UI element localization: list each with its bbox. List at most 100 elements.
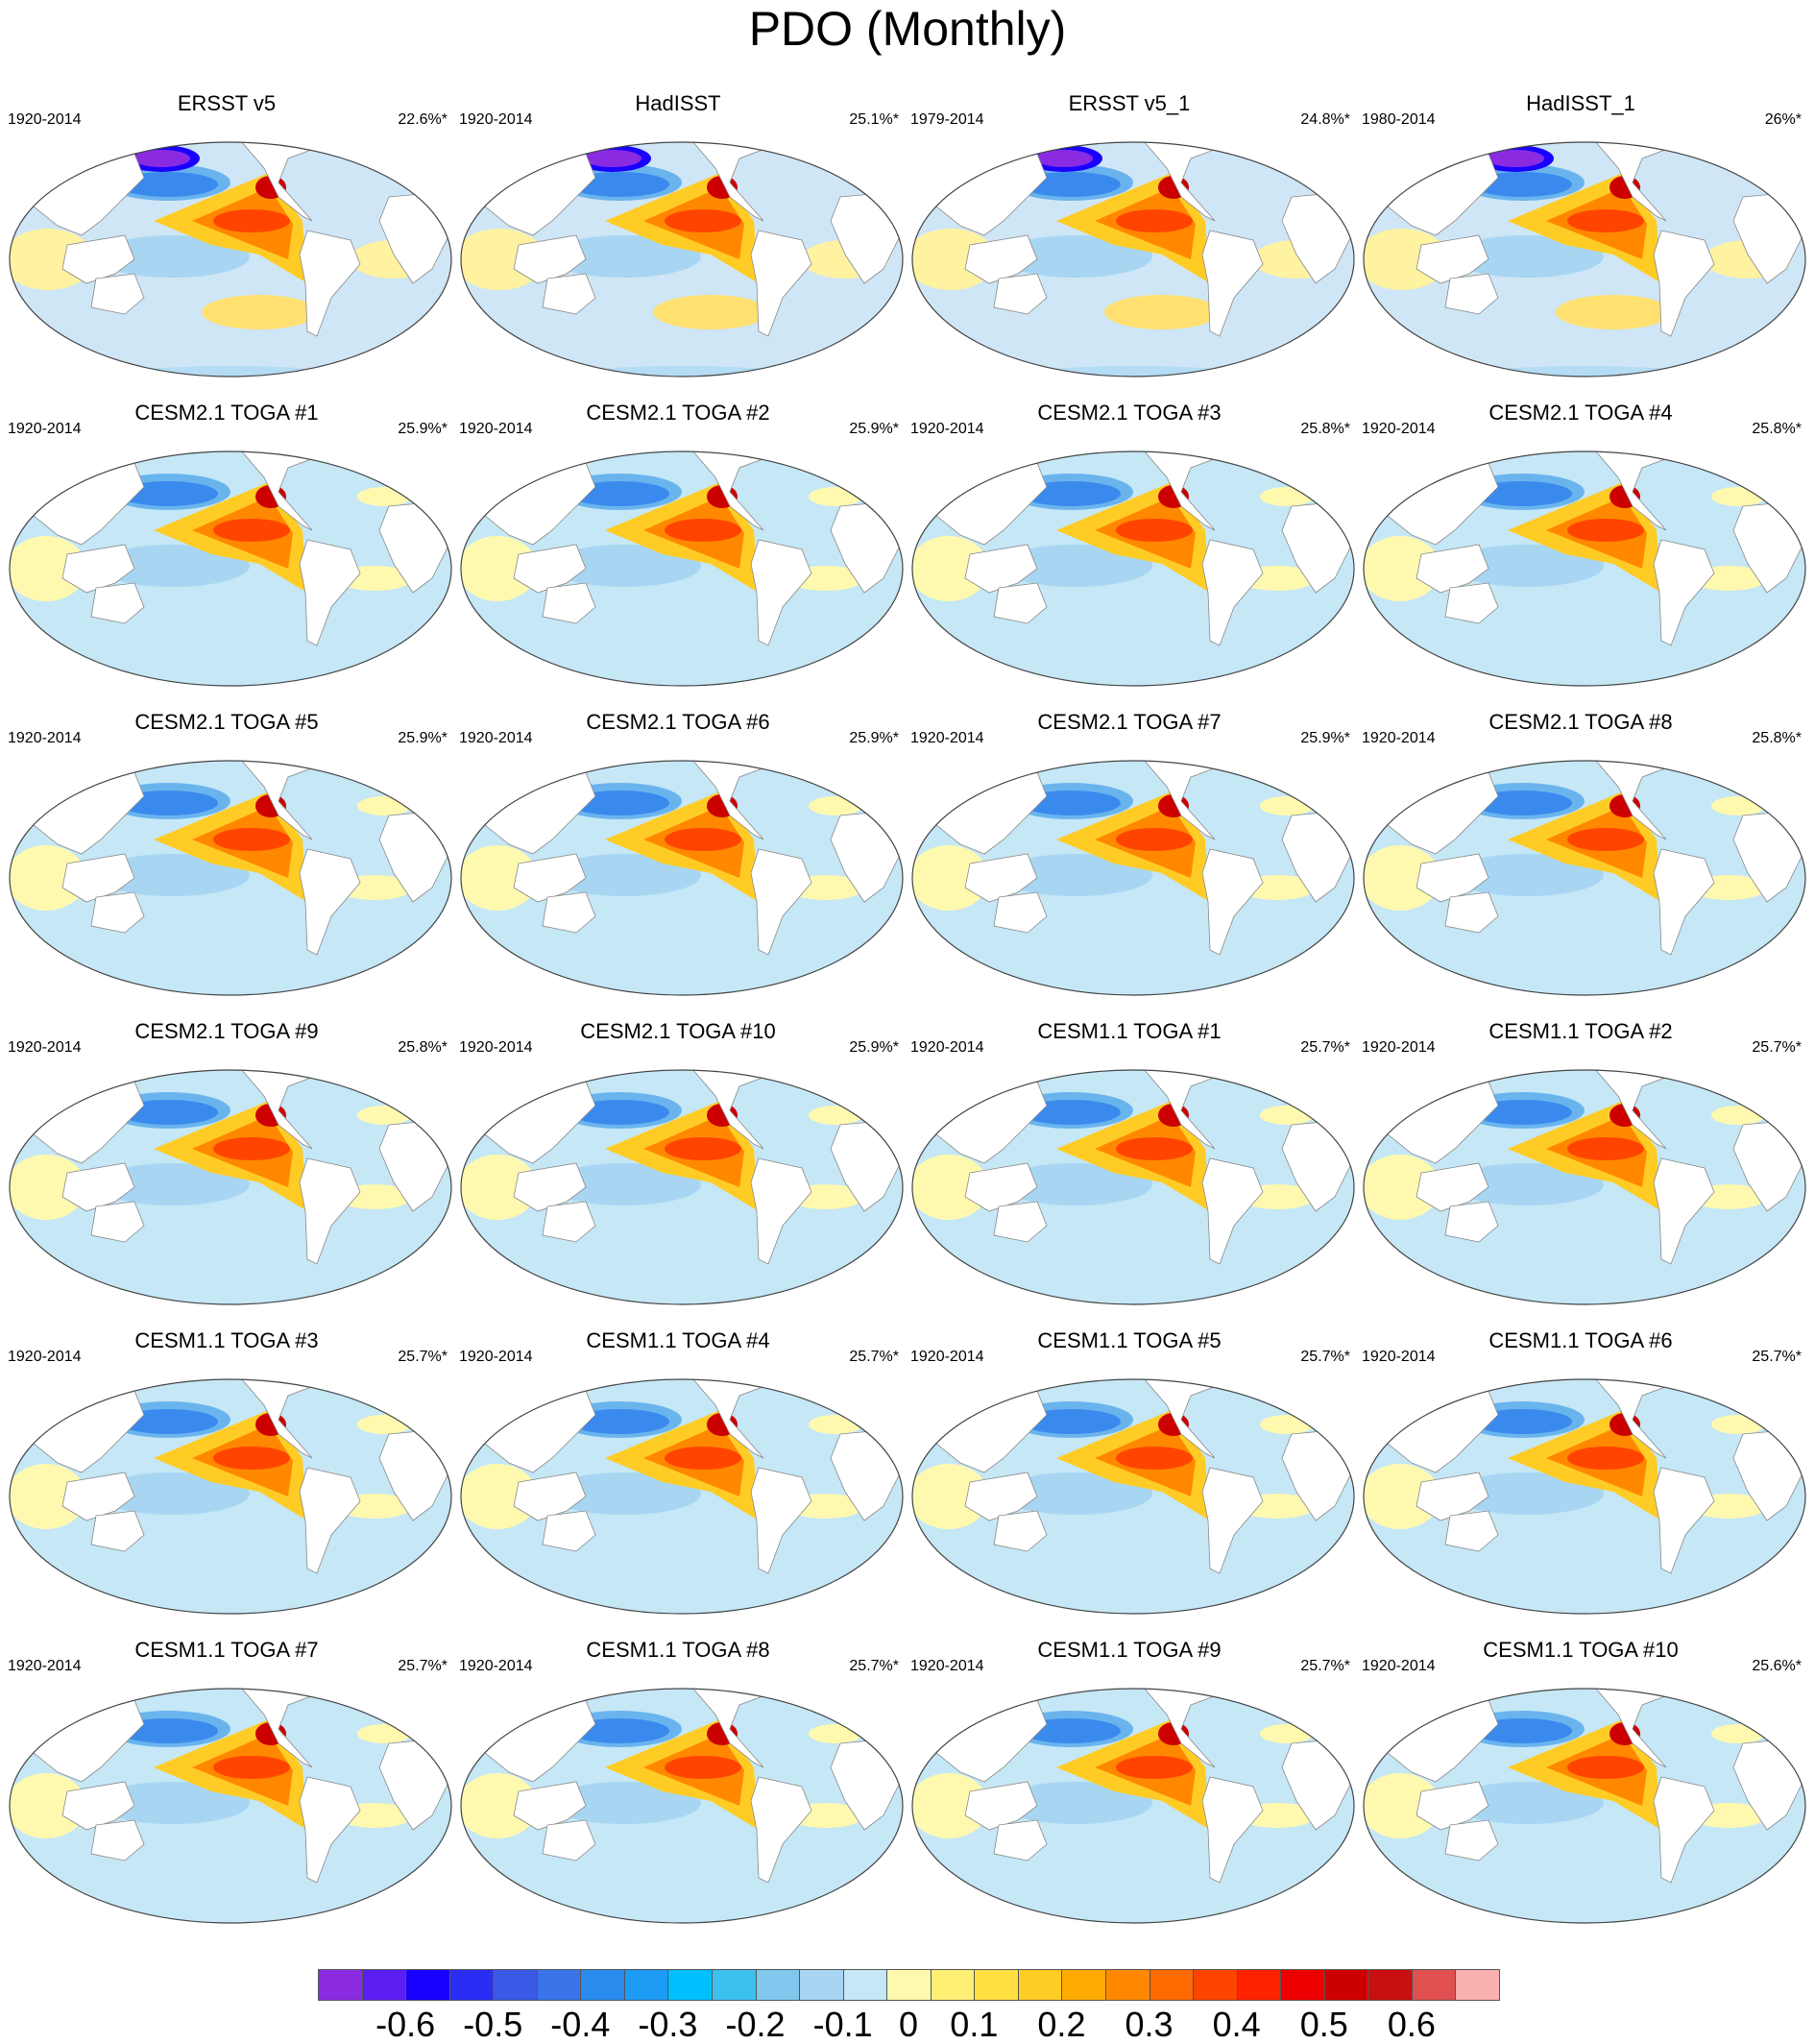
- map-field: [10, 761, 451, 995]
- south-pacific-warm: [653, 295, 768, 329]
- south-america-land: [299, 1776, 361, 1884]
- antarctica-land: [912, 1312, 1354, 1328]
- north-america-land: [1123, 142, 1249, 222]
- south-america-land: [1201, 1467, 1264, 1574]
- maritime-continent-land: [964, 1162, 1038, 1212]
- australia-land: [90, 891, 145, 934]
- map-field: [10, 1379, 451, 1614]
- colorbar-tick-label: -0.3: [638, 2005, 698, 2044]
- indian-ocean-warm: [1364, 1464, 1440, 1529]
- map-outline: [460, 450, 904, 687]
- panel-title: HadISST: [635, 91, 721, 115]
- north-atlantic-warm: [1260, 1106, 1314, 1125]
- indian-ocean-warm: [10, 845, 86, 911]
- map-outline: [460, 141, 904, 377]
- maritime-continent-land: [513, 234, 587, 284]
- south-america-land: [1653, 539, 1715, 646]
- panel-variance-percent: 25.7%*: [1300, 1039, 1350, 1056]
- indian-ocean-warm: [461, 1155, 538, 1220]
- map-field: [1364, 1379, 1805, 1614]
- north-atlantic-warm: [1711, 487, 1765, 506]
- europe-land: [378, 1070, 443, 1107]
- map-field: [10, 451, 451, 686]
- panel-title: CESM1.1 TOGA #9: [1037, 1638, 1222, 1662]
- australia-land: [1444, 1819, 1499, 1862]
- north-america-land: [671, 451, 798, 531]
- north-america-land: [220, 1379, 347, 1459]
- north-america-land: [1123, 1070, 1249, 1150]
- australia-land: [993, 1819, 1048, 1862]
- australia-land: [1444, 1510, 1499, 1552]
- eastern-pacific-warm-inner: [1567, 1137, 1644, 1160]
- eastern-pacific-warm-inner: [1567, 828, 1644, 851]
- map-field: [461, 1379, 903, 1614]
- australia-land: [542, 582, 596, 624]
- colorbar-tick-label: -0.4: [550, 2005, 611, 2044]
- colorbar-swatch: [1455, 1969, 1500, 2001]
- north-america-land: [1123, 761, 1249, 840]
- colorbar-swatch: [1367, 1969, 1413, 2001]
- map-panel: CESM2.1 TOGA #4 1920-2014 25.8%*: [1354, 401, 1807, 710]
- panel-period: 1920-2014: [459, 421, 533, 437]
- panel-variance-percent: 25.8%*: [398, 1039, 448, 1056]
- map-plot: [9, 450, 452, 687]
- south-pacific-cool: [547, 1163, 701, 1205]
- indian-ocean-warm: [461, 1773, 538, 1838]
- colorbar-swatch: [886, 1969, 932, 2001]
- map-field: [912, 142, 1354, 401]
- panel-title: HadISST_1: [1526, 91, 1635, 115]
- panel-period: 1920-2014: [459, 1039, 533, 1056]
- eastern-pacific-warm-inner: [665, 209, 741, 232]
- map-panel: CESM1.1 TOGA #3 1920-2014 25.7%*: [0, 1328, 453, 1638]
- eastern-pacific-warm-inner: [213, 519, 290, 542]
- antarctica-land: [10, 1931, 451, 1947]
- south-pacific-cool: [1450, 1782, 1604, 1824]
- map-field: [10, 1070, 451, 1304]
- antarctica-land: [912, 384, 1354, 401]
- maritime-continent-land: [61, 853, 135, 903]
- eastern-pacific-warm-inner: [213, 1447, 290, 1470]
- north-america-land: [1574, 761, 1701, 840]
- panel-period: 1979-2014: [910, 111, 984, 128]
- map-plot: [460, 141, 904, 377]
- maritime-continent-land: [1416, 234, 1489, 284]
- south-pacific-cool: [999, 1163, 1152, 1205]
- north-america-land: [671, 1689, 798, 1768]
- map-outline: [460, 1688, 904, 1924]
- north-atlantic-warm: [1260, 1415, 1314, 1434]
- panel-variance-percent: 25.7%*: [398, 1658, 448, 1674]
- indian-ocean-warm: [10, 536, 86, 601]
- maritime-continent-land: [61, 1472, 135, 1521]
- panel-variance-percent: 25.7%*: [1300, 1349, 1350, 1365]
- south-pacific-warm: [1104, 295, 1220, 329]
- europe-land: [1732, 1379, 1797, 1416]
- colorbar-swatch: [712, 1969, 757, 2001]
- antarctica-land: [461, 694, 903, 710]
- north-atlantic-warm: [1260, 796, 1314, 815]
- antarctica-land: [1364, 1931, 1805, 1947]
- australia-land: [993, 1201, 1048, 1243]
- eastern-pacific-warm-inner: [1116, 1137, 1193, 1160]
- colorbar-swatch: [361, 1969, 407, 2001]
- europe-land: [830, 1070, 894, 1107]
- north-america-land: [1574, 1689, 1701, 1768]
- australia-land: [993, 582, 1048, 624]
- australia-land: [542, 273, 596, 315]
- south-america-land: [299, 1467, 361, 1574]
- map-field: [1364, 761, 1805, 995]
- panel-period: 1980-2014: [1362, 111, 1436, 128]
- panel-title: CESM1.1 TOGA #10: [1483, 1638, 1679, 1662]
- map-panel: CESM1.1 TOGA #9 1920-2014 25.7%*: [903, 1638, 1356, 1947]
- panel-title: CESM2.1 TOGA #3: [1037, 401, 1222, 425]
- south-pacific-cool: [999, 545, 1152, 587]
- south-pacific-cool: [999, 1782, 1152, 1824]
- north-atlantic-warm: [1711, 1415, 1765, 1434]
- south-america-land: [299, 230, 361, 337]
- kuroshio-core: [1487, 150, 1544, 167]
- eastern-pacific-warm-inner: [1116, 519, 1193, 542]
- indian-ocean-warm: [912, 1155, 989, 1220]
- south-pacific-cool: [1450, 235, 1604, 278]
- colorbar-swatch: [1017, 1969, 1063, 2001]
- europe-land: [378, 1379, 443, 1416]
- antarctica-land: [912, 1621, 1354, 1638]
